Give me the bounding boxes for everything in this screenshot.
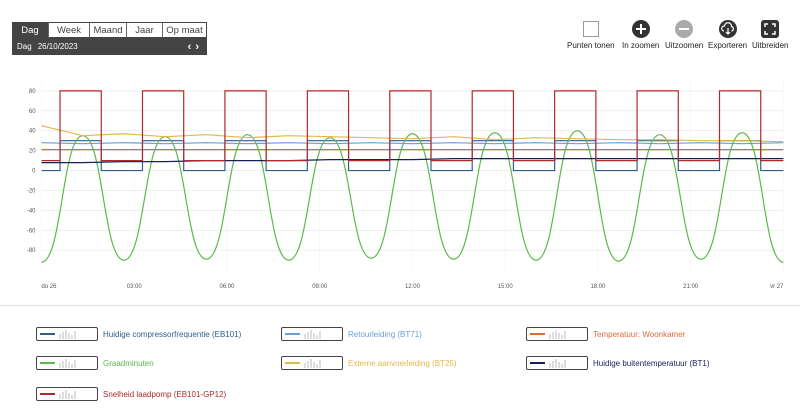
legend-swatch [530,333,545,335]
legend-toggle[interactable] [36,356,98,370]
cloud-download-icon [718,20,737,38]
legend-label: Huidige buitentemperatuur (BT1) [593,358,710,368]
legend-label: Snelheid laadpomp (EB101-GP12) [103,389,227,399]
bar-chart-icon [304,329,321,339]
x-tick-label: 06:00 [220,284,236,290]
legend-item[interactable]: Huidige buitentemperatuur (BT1) [526,356,710,370]
bar-chart-icon [549,358,566,368]
series-line-retourleiding-bt71 [41,142,784,145]
period-tabs: Dag Week Maand Jaar Op maat [12,22,207,38]
legend-item[interactable]: Snelheid laadpomp (EB101-GP12) [36,387,226,401]
y-tick-label: 80 [29,89,36,95]
zoom-out-label: Uitzoomen [665,41,704,50]
x-tick-label: vr 27 [770,284,784,290]
series-line-snelheid-laadpomp-eb101-gp12 [41,90,784,162]
legend-item[interactable]: Huidige compressorfrequentie (EB101) [36,327,241,341]
series-line-huidige-compressorfrequentie-eb101 [41,140,784,172]
date-label: Dag [17,42,32,51]
y-tick-label: -80 [27,248,36,254]
zoom-out-button[interactable]: Uitzoomen [665,20,703,50]
y-tick-label: -40 [27,208,36,214]
history-chart[interactable]: 80 60 40 20 0 -20 -40 -60 -80 do 26 03:00 06:00 09:… [0,66,800,306]
chart-grid [41,80,784,273]
tab-maand[interactable]: Maand [90,22,127,38]
legend-toggle[interactable] [526,356,588,370]
legend-item[interactable]: Temperatuur: Woonkamer [526,327,685,341]
series-line-externe-aanvoerleiding-bt25 [41,125,784,143]
y-tick-label: 20 [29,149,36,155]
bar-chart-icon [304,358,321,368]
y-tick-label: 0 [32,169,36,175]
legend-label: Externe aanvoerleiding (BT25) [348,358,457,368]
show-points-button[interactable]: Punten tonen [567,20,615,50]
x-tick-label: 12:00 [405,284,421,290]
y-tick-label: 60 [29,109,36,115]
tab-dag[interactable]: Dag [12,22,49,38]
prev-day-button[interactable]: ‹ [187,41,192,53]
legend-toggle[interactable] [36,327,98,341]
fullscreen-icon [761,20,780,38]
legend-toggle[interactable] [281,327,343,341]
zoom-in-label: In zoomen [622,41,660,50]
legend-item[interactable]: Externe aanvoerleiding (BT25) [281,356,457,370]
date-row: Dag 26/10/2023 [12,38,207,55]
plus-icon [631,20,650,38]
legend-toggle[interactable] [281,356,343,370]
tab-week[interactable]: Week [49,22,90,38]
zoom-in-button[interactable]: In zoomen [622,20,659,50]
bar-chart-icon [59,389,76,399]
checkbox-icon [582,20,600,38]
legend-label: Graadminuten [103,358,154,368]
y-tick-label: 40 [29,129,36,135]
next-day-button[interactable]: › [195,41,199,53]
bar-chart-icon [549,329,566,339]
legend-toggle[interactable] [36,387,98,401]
y-axis: 80 60 40 20 0 -20 -40 -60 -80 [27,89,36,254]
legend-swatch [530,362,545,364]
legend-label: Retourleiding (BT71) [348,329,422,339]
y-tick-label: -20 [27,188,36,194]
period-selector: Dag Week Maand Jaar Op maat Dag 26/10/20… [12,22,207,55]
show-points-label: Punten tonen [567,41,615,50]
x-tick-label: do 26 [42,284,58,290]
legend-swatch [40,362,55,364]
legend-swatch [40,333,55,335]
legend-item[interactable]: Retourleiding (BT71) [281,327,422,341]
minus-icon [675,20,694,38]
x-tick-label: 03:00 [127,284,143,290]
x-tick-label: 15:00 [498,284,514,290]
legend-swatch [285,333,300,335]
y-tick-label: -60 [27,228,36,234]
tab-op-maat[interactable]: Op maat [163,22,207,38]
x-tick-label: 21:00 [683,284,699,290]
expand-button[interactable]: Uitbreiden [752,20,788,50]
legend-swatch [285,362,300,364]
x-axis: do 26 03:00 06:00 09:00 12:00 15:00 18:00 21:00… [42,284,785,290]
x-tick-label: 09:00 [312,284,328,290]
export-label: Exporteren [708,41,748,50]
plot-area [41,90,784,263]
tab-jaar[interactable]: Jaar [127,22,163,38]
date-value: 26/10/2023 [37,42,78,51]
legend-label: Huidige compressorfrequentie (EB101) [103,329,242,339]
bar-chart-icon [59,329,76,339]
expand-label: Uitbreiden [752,41,789,50]
legend-swatch [40,393,55,395]
export-button[interactable]: Exporteren [708,20,747,50]
series-line-huidige-buitentemperatuur-bt1 [41,158,784,164]
legend-label: Temperatuur: Woonkamer [593,329,686,339]
legend-toggle[interactable] [526,327,588,341]
x-tick-label: 18:00 [590,284,606,290]
legend-item[interactable]: Graadminuten [36,356,154,370]
bar-chart-icon [59,358,76,368]
